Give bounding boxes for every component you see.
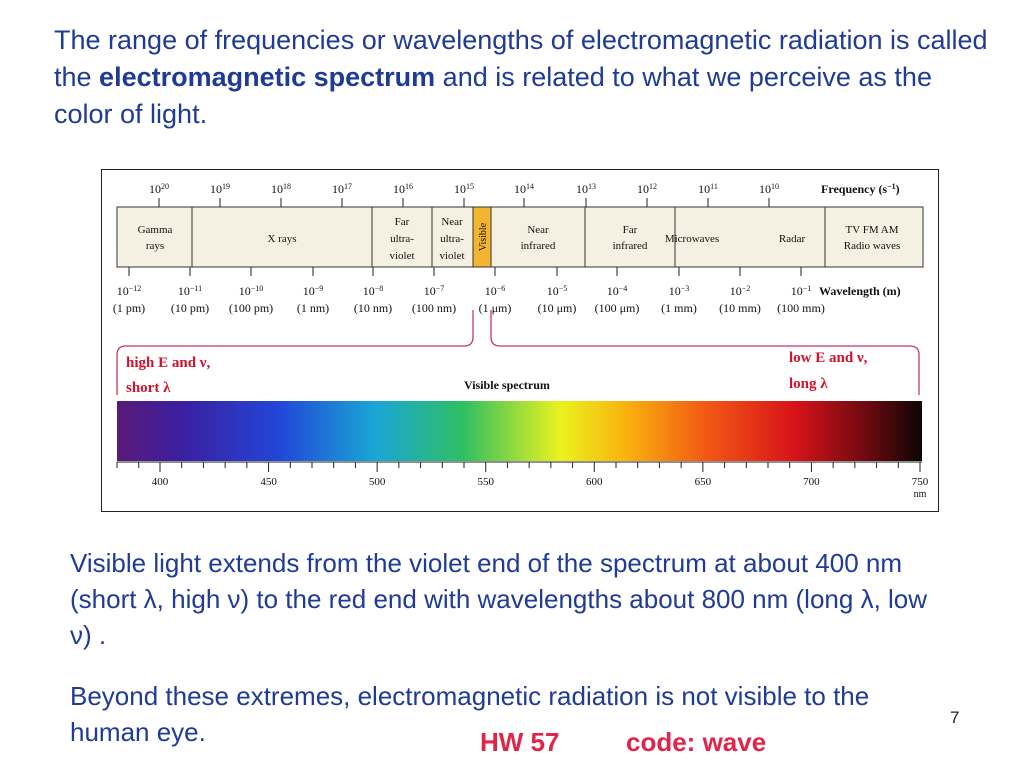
right-bracket <box>490 310 920 395</box>
band-labels: Gamma rays X rays Far ultra-violet Near ultra-… <box>138 216 901 262</box>
frequency-tick-label: 1010 <box>759 182 779 197</box>
wavelength-ticks: 10−12 (1 pm) 10−11 (10 pm) 10−10 (100 pm) 10−9… <box>113 267 825 315</box>
wavelength-tick-label: 10−1 <box>791 284 812 299</box>
page-number: 7 <box>950 708 960 727</box>
wavelength-unit-label: (1 μm) <box>479 301 512 315</box>
intro-paragraph: The range of frequencies or wavelengths … <box>54 22 994 133</box>
wavelength-unit-label: (10 μm) <box>538 301 577 315</box>
band-label: ultra- <box>440 233 464 245</box>
band-label: violet <box>389 250 414 262</box>
band-label: Far <box>395 216 410 228</box>
band-label: violet <box>439 250 464 262</box>
wavelength-tick-label: 10−7 <box>424 284 445 299</box>
wavelength-unit-label: (10 pm) <box>171 301 209 315</box>
band-label: TV FM AM <box>846 224 899 236</box>
nm-tick-label: 550 <box>477 476 494 488</box>
band-label: infrared <box>613 240 648 252</box>
body-paragraph-2: Beyond these extremes, electromagnetic r… <box>70 681 870 747</box>
wavelength-tick-label: 10−5 <box>547 284 568 299</box>
band-label: Radio waves <box>844 240 901 252</box>
band-label: Radar <box>779 233 806 245</box>
nm-tick-label: 750 <box>912 476 929 488</box>
band-dividers <box>191 207 826 267</box>
wavelength-unit-label: (1 pm) <box>113 301 145 315</box>
frequency-tick-label: 1019 <box>210 182 230 197</box>
frequency-tick-label: 1013 <box>576 182 596 197</box>
band-label: ultra- <box>390 233 414 245</box>
wavelength-unit-label: (100 pm) <box>229 301 273 315</box>
wavelength-unit-label: (10 nm) <box>354 301 392 315</box>
frequency-tick-label: 1020 <box>149 182 169 197</box>
nm-tick-label: 500 <box>369 476 386 488</box>
wavelength-tick-label: 10−2 <box>730 284 751 299</box>
left-bracket <box>116 310 474 395</box>
band-label-visible: Visible <box>478 222 489 251</box>
wavelength-tick-label: 10−8 <box>363 284 384 299</box>
band-label: Microwaves <box>665 233 719 245</box>
intro-text-2: and is related to what we perceive as th… <box>54 62 932 129</box>
frequency-ticks: 1020 1019 1018 1017 1016 1015 1014 1013 1012 1011… <box>149 182 779 207</box>
high-energy-label-1: high E and ν, <box>126 355 210 371</box>
wavelength-tick-label: 10−9 <box>303 284 324 299</box>
body-paragraph-1: Visible light extends from the violet en… <box>70 548 928 650</box>
homework-code: code: wave <box>626 727 767 757</box>
wavelength-unit-label: (1 mm) <box>661 301 697 315</box>
frequency-tick-label: 1014 <box>514 182 534 197</box>
wavelength-unit-label: (10 mm) <box>719 301 761 315</box>
wavelength-tick-label: 10−6 <box>485 284 506 299</box>
nm-tick-label: 700 <box>803 476 820 488</box>
frequency-tick-label: 1016 <box>393 182 413 197</box>
frequency-tick-label: 1011 <box>698 182 718 197</box>
nm-tick-label: 600 <box>586 476 603 488</box>
band-label: rays <box>146 240 164 252</box>
wavelength-tick-label: 10−3 <box>669 284 690 299</box>
nm-ticks: 400 450 500 550 600 650 700 750 <box>116 462 929 488</box>
wavelength-tick-label: 10−12 <box>117 284 142 299</box>
homework-number: HW 57 <box>480 727 560 757</box>
frequency-tick-label: 1012 <box>637 182 657 197</box>
wavelength-tick-label: 10−11 <box>178 284 202 299</box>
frequency-tick-label: 1017 <box>332 182 352 197</box>
band-label: Gamma <box>138 224 173 236</box>
low-energy-label-1: low E and ν, <box>789 350 868 366</box>
wavelength-tick-label: 10−10 <box>239 284 264 299</box>
spectrum-figure: Frequency (s−1) Gamma rays X rays Far ultra-… <box>101 169 939 512</box>
visible-spectrum-title: Visible spectrum <box>464 378 550 392</box>
visible-band <box>472 206 492 268</box>
visible-gradient-bar <box>117 401 922 461</box>
frequency-tick-label: 1015 <box>454 182 474 197</box>
band-row <box>116 206 924 268</box>
band-label: Near <box>441 216 463 228</box>
intro-text-1: The range of frequencies or wavelengths … <box>54 25 988 92</box>
frequency-tick-label: 1018 <box>271 182 291 197</box>
band-label: X rays <box>267 233 296 245</box>
band-label: Near <box>527 224 549 236</box>
low-energy-label-2: long λ <box>789 376 828 392</box>
wavelength-tick-label: 10−4 <box>607 284 628 299</box>
nm-tick-label: 450 <box>260 476 277 488</box>
wavelength-unit-label: (100 nm) <box>412 301 456 315</box>
wavelength-unit-label: (1 nm) <box>297 301 329 315</box>
intro-bold-term: electromagnetic spectrum <box>99 62 436 92</box>
band-label: Far <box>623 224 638 236</box>
nm-unit-label: nm <box>914 489 927 500</box>
nm-tick-label: 400 <box>152 476 169 488</box>
nm-tick-label: 650 <box>695 476 712 488</box>
band-label: infrared <box>521 240 556 252</box>
wavelength-unit-label: (100 mm) <box>777 301 825 315</box>
high-energy-label-2: short λ <box>126 380 171 396</box>
wavelength-unit-label: (100 μm) <box>595 301 640 315</box>
spectrum-diagram: Frequency (s−1) Gamma rays X rays Far ultra-… <box>113 182 929 501</box>
wavelength-axis-label: Wavelength (m) <box>819 284 901 298</box>
frequency-axis-label: Frequency (s−1) <box>821 182 900 197</box>
